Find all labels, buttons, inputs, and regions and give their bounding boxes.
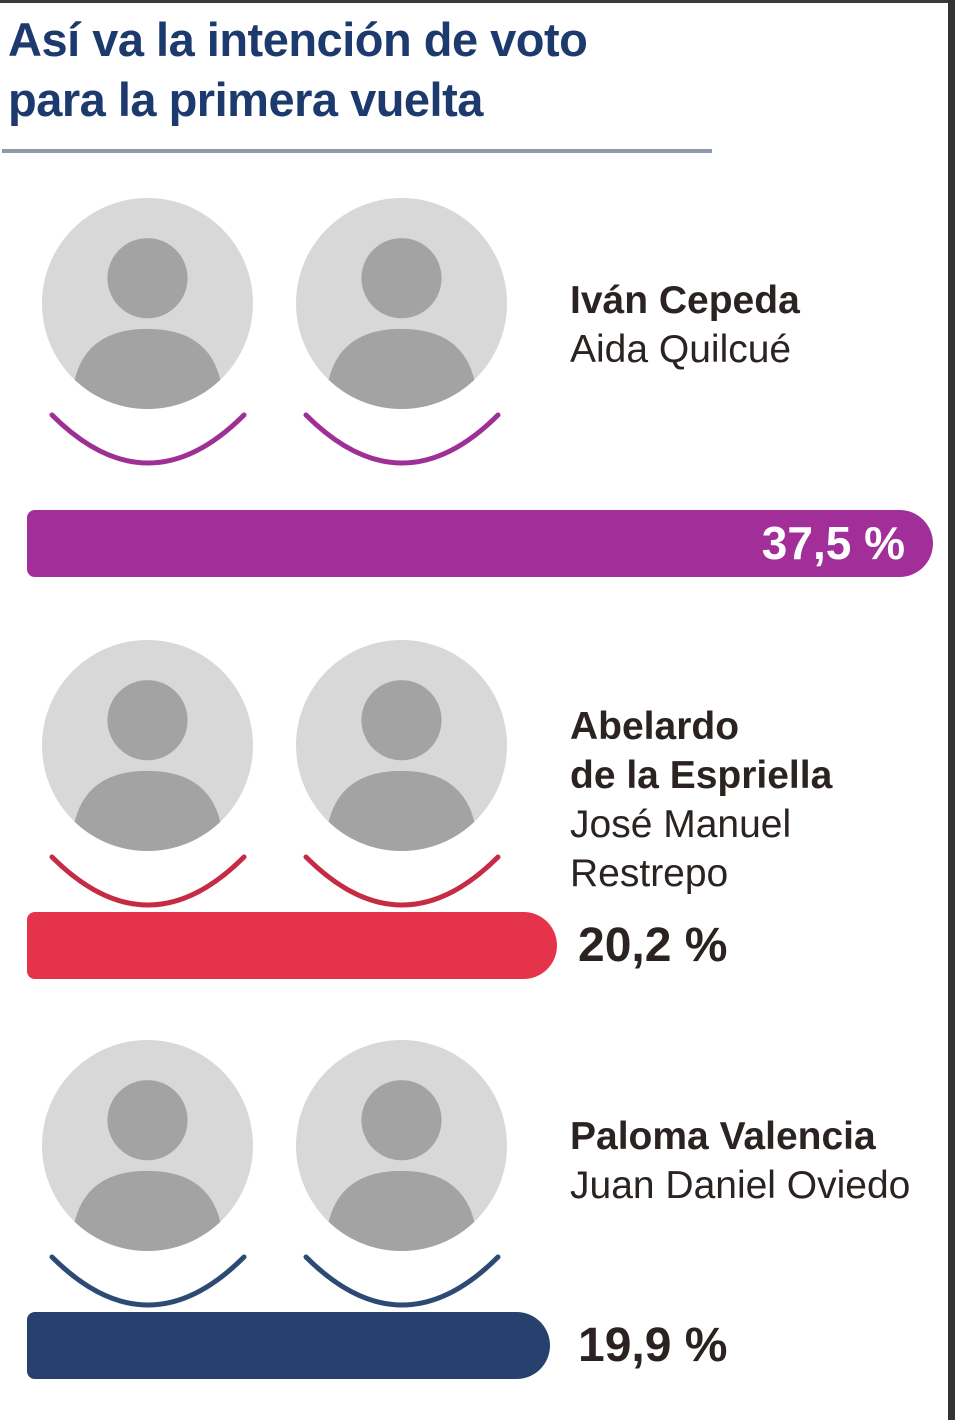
candidate-name-secondary: José Manuel	[570, 803, 792, 846]
person-icon	[325, 680, 478, 851]
bar-value-label: 20,2 %	[578, 919, 728, 972]
candidate-names: Paloma Valencia Juan Daniel Oviedo	[570, 1112, 910, 1210]
candidate-photo-left	[42, 1040, 253, 1251]
result-bar	[27, 1312, 550, 1379]
underline-arc	[302, 408, 502, 470]
candidate-name-bold: Iván Cepeda	[570, 279, 800, 322]
right-border	[948, 0, 955, 1420]
person-icon	[71, 680, 224, 851]
person-icon	[325, 1080, 478, 1251]
person-icon	[71, 1080, 224, 1251]
page-title: Así va la intención de voto para la prim…	[8, 10, 748, 130]
title-underline	[2, 149, 712, 153]
underline-arc	[302, 1250, 502, 1312]
bar-value-label: 19,9 %	[578, 1319, 728, 1372]
candidate-photo-left	[42, 640, 253, 851]
bar-value-label: 37,5 %	[761, 517, 905, 569]
candidate-name-bold: de la Espriella	[570, 754, 833, 797]
candidate-name-secondary: Restrepo	[570, 852, 729, 895]
candidate-photo-left	[42, 198, 253, 409]
candidate-name-bold: Paloma Valencia	[570, 1115, 876, 1158]
underline-arc	[48, 408, 248, 470]
candidate-row: Paloma Valencia Juan Daniel Oviedo 19,9 …	[0, 1040, 948, 1390]
person-icon	[71, 238, 224, 409]
page-title-line-2: para la primera vuelta	[8, 73, 483, 126]
underline-arc	[302, 850, 502, 912]
result-bar	[27, 912, 557, 979]
candidate-row: Abelardo de la Espriella José Manuel Res…	[0, 640, 948, 990]
candidate-name-bold: Abelardo	[570, 705, 740, 748]
underline-arc	[48, 1250, 248, 1312]
candidate-name-secondary: Juan Daniel Oviedo	[570, 1164, 911, 1207]
page-title-line-1: Así va la intención de voto	[8, 13, 588, 66]
candidate-photo-right	[296, 198, 507, 409]
candidate-name-secondary: Aida Quilcué	[570, 328, 792, 371]
person-icon	[325, 238, 478, 409]
candidate-names: Abelardo de la Espriella José Manuel Res…	[570, 702, 832, 898]
candidate-photo-right	[296, 640, 507, 851]
candidate-row: Iván Cepeda Aida Quilcué 37,5 %	[0, 198, 948, 588]
candidate-photo-right	[296, 1040, 507, 1251]
result-bar: 37,5 %	[27, 510, 933, 577]
candidate-names: Iván Cepeda Aida Quilcué	[570, 276, 800, 374]
underline-arc	[48, 850, 248, 912]
top-border	[0, 0, 955, 3]
